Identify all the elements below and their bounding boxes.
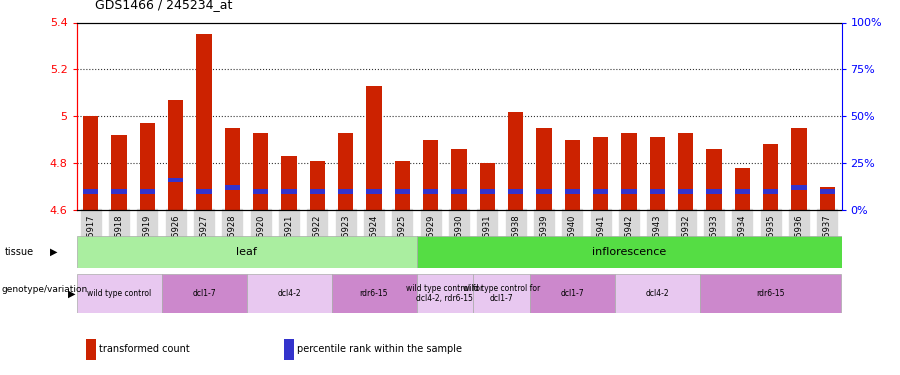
Bar: [196, 189, 211, 194]
Bar: [480, 189, 495, 194]
Bar: [593, 189, 608, 194]
Text: transformed count: transformed count: [99, 345, 190, 354]
Bar: [423, 140, 438, 210]
Text: ▶: ▶: [68, 288, 75, 298]
Bar: [451, 149, 467, 210]
Bar: [423, 189, 438, 194]
Bar: [734, 168, 750, 210]
Text: dcl1-7: dcl1-7: [561, 289, 584, 298]
Bar: [140, 189, 155, 194]
Bar: [763, 189, 778, 194]
Bar: [473, 274, 530, 313]
Bar: [247, 274, 331, 313]
Bar: [394, 161, 410, 210]
Bar: [168, 100, 184, 210]
Bar: [76, 274, 161, 313]
Bar: [338, 189, 354, 194]
Bar: [621, 133, 637, 210]
Bar: [281, 156, 297, 210]
Bar: [451, 189, 467, 194]
Bar: [763, 144, 778, 210]
Bar: [508, 112, 524, 210]
Bar: [310, 161, 325, 210]
Text: tissue: tissue: [4, 247, 33, 257]
Bar: [83, 189, 98, 194]
Bar: [706, 149, 722, 210]
Bar: [615, 274, 700, 313]
Bar: [706, 189, 722, 194]
Text: wild type control for
dcl4-2, rdr6-15: wild type control for dcl4-2, rdr6-15: [406, 284, 483, 303]
Bar: [530, 274, 615, 313]
Bar: [253, 133, 268, 210]
Bar: [417, 236, 842, 268]
Bar: [281, 189, 297, 194]
Bar: [820, 186, 835, 210]
Bar: [564, 189, 580, 194]
Bar: [253, 189, 268, 194]
Bar: [621, 189, 637, 194]
Bar: [564, 140, 580, 210]
Text: rdr6-15: rdr6-15: [756, 289, 785, 298]
Bar: [650, 189, 665, 194]
Text: genotype/variation: genotype/variation: [2, 285, 88, 294]
Bar: [161, 274, 247, 313]
Bar: [417, 274, 473, 313]
Bar: [394, 189, 410, 194]
Bar: [791, 128, 806, 210]
Bar: [331, 274, 417, 313]
Bar: [140, 123, 155, 210]
Bar: [76, 236, 417, 268]
Bar: [536, 128, 552, 210]
Text: wild type control for
dcl1-7: wild type control for dcl1-7: [463, 284, 540, 303]
Bar: [508, 189, 524, 194]
Bar: [650, 137, 665, 210]
Text: percentile rank within the sample: percentile rank within the sample: [297, 345, 462, 354]
Bar: [593, 137, 608, 210]
Text: dcl1-7: dcl1-7: [193, 289, 216, 298]
Bar: [536, 189, 552, 194]
Bar: [196, 34, 211, 210]
Text: ▶: ▶: [50, 247, 57, 257]
Bar: [168, 178, 184, 182]
Text: GDS1466 / 245234_at: GDS1466 / 245234_at: [94, 0, 232, 11]
Text: dcl4-2: dcl4-2: [645, 289, 669, 298]
Bar: [112, 189, 127, 194]
Bar: [310, 189, 325, 194]
Bar: [224, 128, 240, 210]
Text: inflorescence: inflorescence: [592, 247, 666, 257]
Bar: [480, 163, 495, 210]
Text: rdr6-15: rdr6-15: [360, 289, 388, 298]
Text: wild type control: wild type control: [87, 289, 151, 298]
Bar: [734, 189, 750, 194]
Text: dcl4-2: dcl4-2: [277, 289, 301, 298]
Bar: [820, 189, 835, 194]
Bar: [112, 135, 127, 210]
Text: leaf: leaf: [236, 247, 256, 257]
Bar: [338, 133, 354, 210]
Bar: [366, 86, 382, 210]
Bar: [700, 274, 842, 313]
Bar: [366, 189, 382, 194]
Bar: [791, 185, 806, 190]
Bar: [224, 185, 240, 190]
Bar: [678, 189, 694, 194]
Bar: [678, 133, 694, 210]
Bar: [83, 116, 98, 210]
